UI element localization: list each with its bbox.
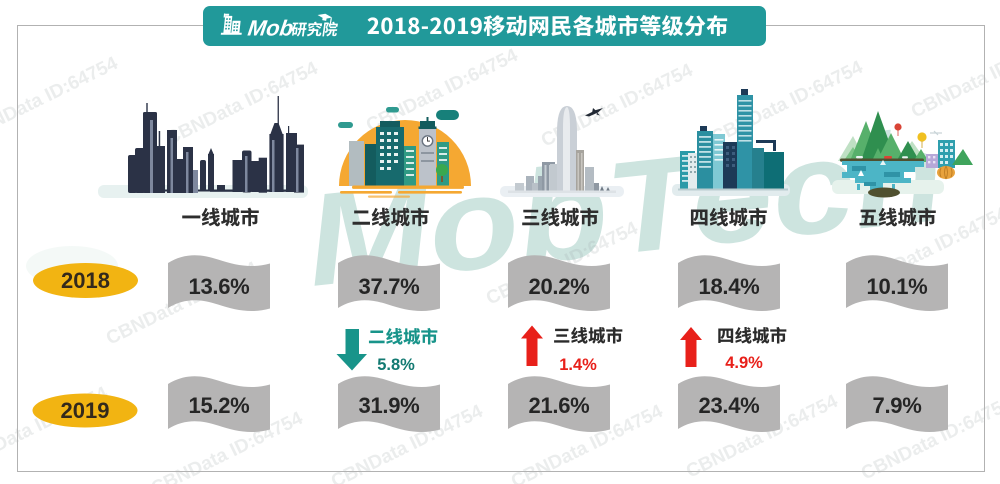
svg-text:15.2%: 15.2% (189, 393, 250, 418)
svg-text:20.2%: 20.2% (529, 274, 590, 299)
svg-text:21.6%: 21.6% (529, 393, 590, 418)
svg-text:4.9%: 4.9% (725, 354, 763, 372)
svg-text:5.8%: 5.8% (377, 356, 415, 374)
svg-text:23.4%: 23.4% (699, 393, 760, 418)
svg-text:31.9%: 31.9% (359, 393, 420, 418)
svg-text:10.1%: 10.1% (867, 274, 928, 299)
svg-text:37.7%: 37.7% (359, 274, 420, 299)
svg-text:18.4%: 18.4% (699, 274, 760, 299)
svg-text:7.9%: 7.9% (873, 393, 922, 418)
svg-text:13.6%: 13.6% (189, 274, 250, 299)
svg-text:1.4%: 1.4% (559, 356, 597, 374)
svg-text:2018: 2018 (61, 268, 110, 293)
svg-text:2019: 2019 (61, 398, 110, 423)
svg-text:Mob: Mob (246, 16, 295, 41)
